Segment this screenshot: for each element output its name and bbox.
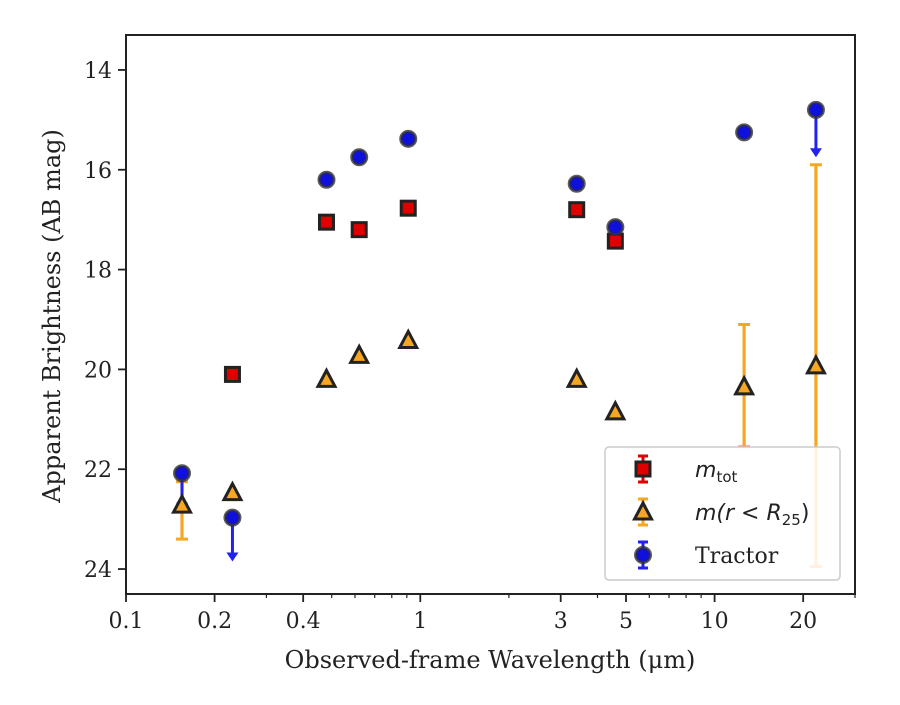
data-point-square xyxy=(223,365,241,383)
data-layer xyxy=(171,100,827,569)
data-point-circle xyxy=(606,218,625,237)
y-tick-label: 22 xyxy=(84,458,112,483)
data-point-square xyxy=(350,221,368,239)
data-point-circle xyxy=(399,129,418,148)
legend-box xyxy=(604,446,841,581)
data-point-circle xyxy=(806,100,825,119)
data-point-circle xyxy=(350,148,369,167)
x-tick-label: 3 xyxy=(554,609,568,634)
data-point-triangle xyxy=(804,353,827,375)
plot-frame xyxy=(125,34,856,595)
y-axis-title: Apparent Brightness (AB mag) xyxy=(38,129,66,504)
data-point-circle xyxy=(567,174,586,193)
data-point-square xyxy=(606,232,624,250)
x-tick-label: 1 xyxy=(413,609,427,634)
data-point-triangle xyxy=(171,492,194,514)
data-point-triangle xyxy=(733,374,756,396)
axes: 0.1 0.2 0.4 1 3 5 10 20 14 16 18 20 22 24 xyxy=(84,34,856,634)
data-point-square xyxy=(317,213,335,231)
x-tick-label: 0.4 xyxy=(286,609,321,634)
legend-marker-triangle xyxy=(632,499,654,521)
data-point-triangle xyxy=(397,328,420,349)
x-tick-label: 10 xyxy=(701,609,729,634)
legend-label: Tractor xyxy=(695,544,779,569)
legend: mtot m(r < R25) Tractor xyxy=(604,446,841,581)
y-tick-label: 16 xyxy=(84,159,112,184)
x-tick-label: 5 xyxy=(619,609,633,634)
data-point-triangle xyxy=(221,480,244,502)
y-tick-label: 18 xyxy=(84,259,112,284)
legend-marker-square xyxy=(634,460,652,478)
data-point-square xyxy=(399,199,417,217)
y-tick-label: 14 xyxy=(84,59,112,84)
x-axis-title: Observed-frame Wavelength (μm) xyxy=(285,646,696,674)
data-point-circle xyxy=(317,170,336,189)
data-point-circle xyxy=(173,464,192,483)
legend-marker-circle xyxy=(634,546,652,564)
data-point-triangle xyxy=(565,367,588,388)
x-tick-label: 20 xyxy=(789,609,817,634)
upper-limit-arrowhead xyxy=(809,148,822,158)
upper-limit-arrowhead xyxy=(226,552,239,562)
data-point-circle xyxy=(223,508,242,527)
y-tick-label: 24 xyxy=(84,558,112,583)
x-tick-label: 0.1 xyxy=(109,609,144,634)
legend-label: m(r < R25) xyxy=(695,501,809,529)
data-point-circle xyxy=(735,123,754,142)
data-point-triangle xyxy=(348,343,371,364)
data-point-square xyxy=(568,201,586,219)
x-tick-label: 0.2 xyxy=(197,609,232,634)
data-point-triangle xyxy=(604,399,627,421)
data-point-triangle xyxy=(315,367,338,388)
legend-label: mtot xyxy=(695,458,737,486)
y-tick-label: 20 xyxy=(84,358,112,383)
